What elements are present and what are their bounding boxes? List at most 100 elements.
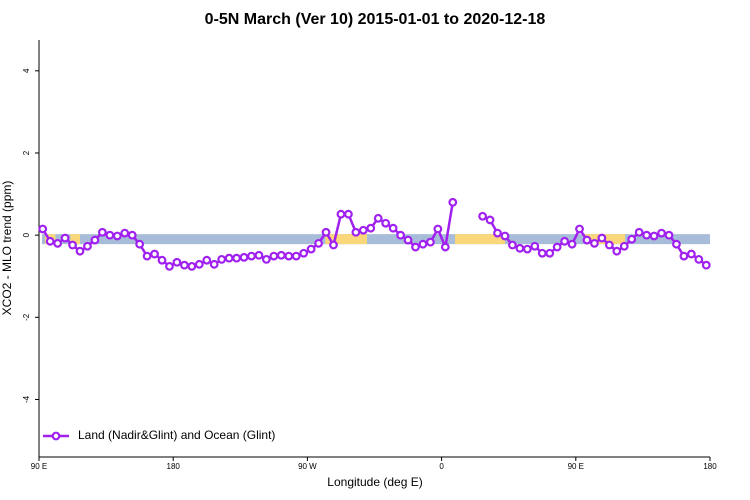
data-point bbox=[411, 242, 420, 252]
data-point bbox=[530, 241, 540, 251]
data-point bbox=[396, 230, 405, 240]
data-point bbox=[217, 254, 227, 264]
data-point bbox=[575, 224, 584, 234]
data-point bbox=[545, 248, 555, 258]
data-point bbox=[351, 227, 361, 237]
x-tick-label: 180 bbox=[167, 462, 181, 471]
y-tick-label: 2 bbox=[22, 150, 31, 155]
x-tick-label: 90 E bbox=[568, 462, 584, 471]
data-point bbox=[165, 261, 174, 271]
data-point bbox=[127, 230, 137, 240]
data-point bbox=[321, 227, 331, 237]
data-point bbox=[448, 197, 458, 207]
data-point bbox=[60, 233, 70, 243]
data-point bbox=[657, 228, 666, 238]
data-point bbox=[560, 236, 570, 246]
data-point bbox=[97, 227, 107, 237]
y-tick-label: 0 bbox=[22, 232, 31, 237]
x-tick-label: 90 E bbox=[31, 462, 47, 471]
data-point bbox=[336, 209, 346, 219]
data-point bbox=[209, 259, 219, 269]
data-point bbox=[194, 259, 204, 269]
x-tick-label: 90 W bbox=[298, 462, 317, 471]
data-point bbox=[157, 255, 167, 265]
data-point bbox=[269, 251, 279, 261]
data-point bbox=[381, 218, 391, 228]
data-point bbox=[701, 260, 711, 270]
data-point bbox=[694, 254, 704, 264]
data-point bbox=[202, 255, 212, 265]
data-point bbox=[187, 261, 197, 271]
legend-marker bbox=[51, 431, 61, 441]
data-point bbox=[403, 235, 413, 245]
data-point bbox=[500, 231, 510, 241]
data-point bbox=[634, 227, 644, 237]
data-point bbox=[358, 225, 368, 235]
land-band bbox=[455, 234, 505, 245]
data-point bbox=[440, 242, 450, 252]
data-point bbox=[582, 235, 592, 245]
data-point bbox=[45, 236, 55, 246]
data-point bbox=[150, 249, 159, 259]
data-point bbox=[284, 251, 294, 261]
data-point bbox=[522, 244, 532, 254]
data-point bbox=[291, 251, 301, 261]
data-point bbox=[172, 257, 182, 267]
data-point bbox=[604, 240, 614, 250]
data-point bbox=[254, 250, 264, 260]
data-point bbox=[485, 215, 495, 225]
data-point bbox=[627, 234, 637, 244]
data-point bbox=[597, 233, 607, 243]
data-point bbox=[142, 251, 152, 261]
data-point bbox=[686, 249, 696, 259]
data-point bbox=[261, 254, 271, 264]
data-point bbox=[239, 252, 249, 262]
data-point bbox=[649, 231, 659, 241]
data-point bbox=[247, 251, 256, 261]
data-point bbox=[567, 239, 577, 249]
data-point bbox=[105, 230, 115, 240]
data-point bbox=[672, 239, 681, 249]
chart-title: 0-5N March (Ver 10) 2015-01-01 to 2020-1… bbox=[205, 11, 546, 28]
data-point bbox=[135, 239, 145, 249]
data-point bbox=[38, 224, 48, 234]
data-point bbox=[75, 246, 85, 256]
data-point bbox=[344, 209, 353, 219]
data-point bbox=[478, 211, 488, 221]
land-band bbox=[70, 234, 81, 245]
data-point bbox=[329, 240, 338, 250]
data-point bbox=[515, 243, 525, 253]
data-point bbox=[642, 230, 652, 240]
data-point bbox=[426, 237, 435, 247]
ocean-band bbox=[42, 234, 710, 245]
x-tick-label: 180 bbox=[703, 462, 717, 471]
y-tick-label: 4 bbox=[22, 68, 31, 73]
data-point bbox=[552, 242, 562, 252]
data-point bbox=[418, 239, 428, 249]
data-point bbox=[373, 213, 383, 223]
data-point bbox=[68, 240, 77, 250]
data-point bbox=[112, 231, 122, 241]
data-point bbox=[232, 253, 241, 263]
data-point bbox=[276, 250, 286, 260]
y-axis-label: XCO2 - MLO trend (ppm) bbox=[0, 181, 14, 316]
data-point bbox=[83, 241, 92, 251]
data-point bbox=[493, 228, 502, 238]
data-point bbox=[306, 244, 316, 254]
data-point bbox=[53, 238, 63, 248]
data-point bbox=[224, 253, 234, 263]
data-point bbox=[590, 238, 599, 248]
data-point bbox=[537, 248, 547, 258]
data-point bbox=[433, 224, 443, 234]
data-point bbox=[612, 246, 622, 256]
x-tick-label: 0 bbox=[439, 462, 444, 471]
data-point bbox=[679, 251, 689, 261]
data-point bbox=[314, 238, 323, 248]
y-tick-label: -4 bbox=[22, 395, 31, 403]
land-band bbox=[325, 234, 368, 245]
legend-label: Land (Nadir&Glint) and Ocean (Glint) bbox=[78, 428, 275, 442]
y-tick-label: -2 bbox=[22, 313, 31, 321]
data-point bbox=[366, 223, 376, 233]
data-point bbox=[388, 223, 398, 233]
